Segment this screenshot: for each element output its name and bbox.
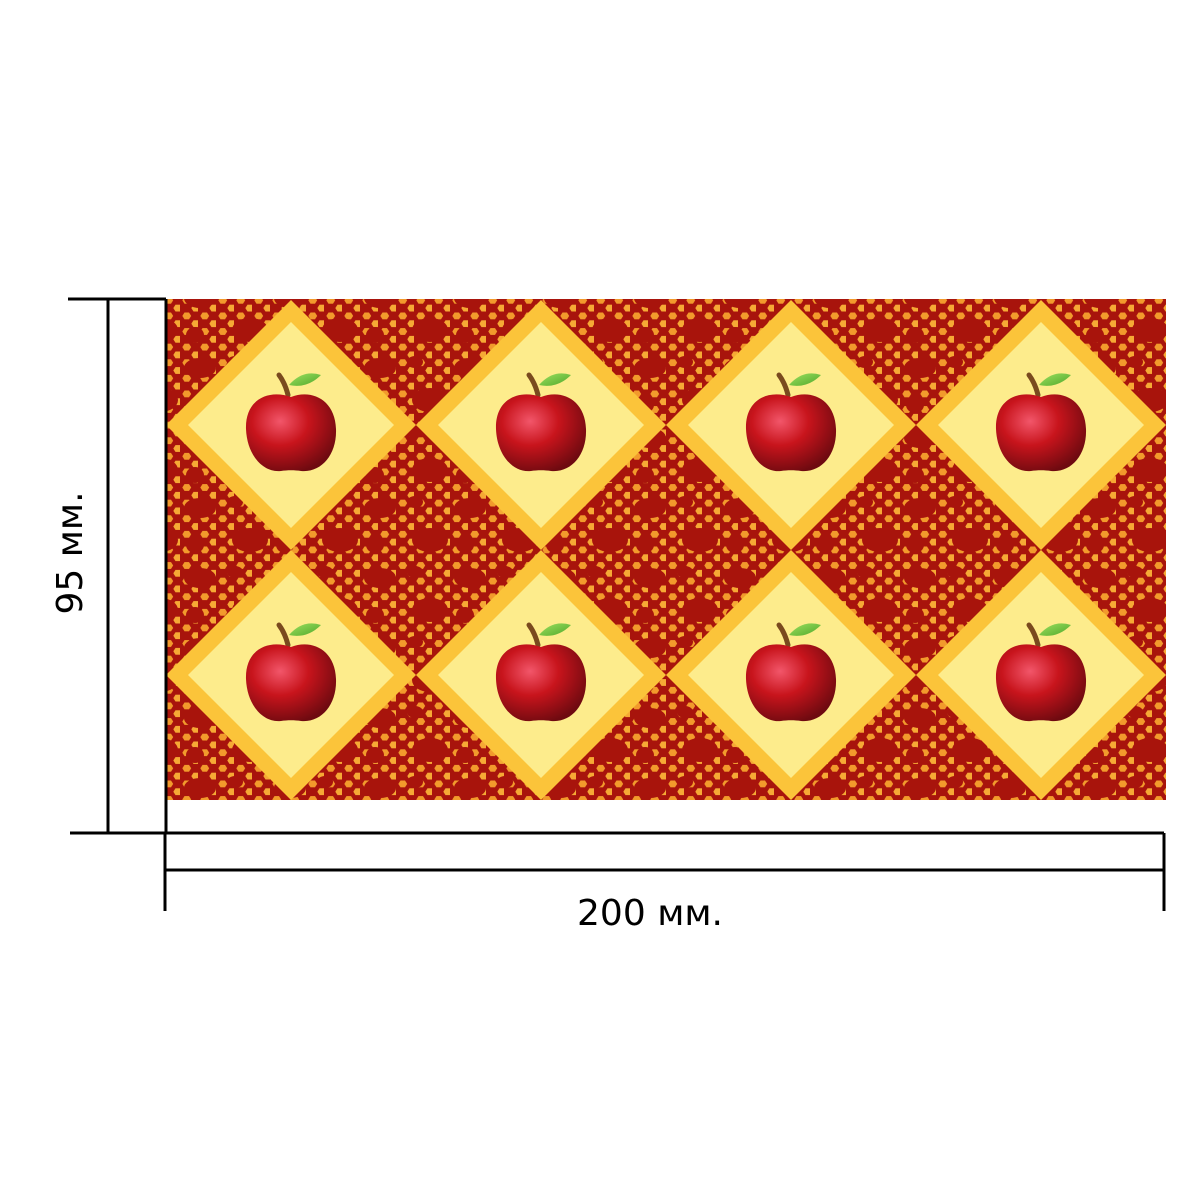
height-label: 95 мм. xyxy=(50,491,91,614)
dimension-lines xyxy=(68,297,1166,911)
product-image xyxy=(166,299,1166,800)
width-label: 200 мм. xyxy=(577,893,723,934)
